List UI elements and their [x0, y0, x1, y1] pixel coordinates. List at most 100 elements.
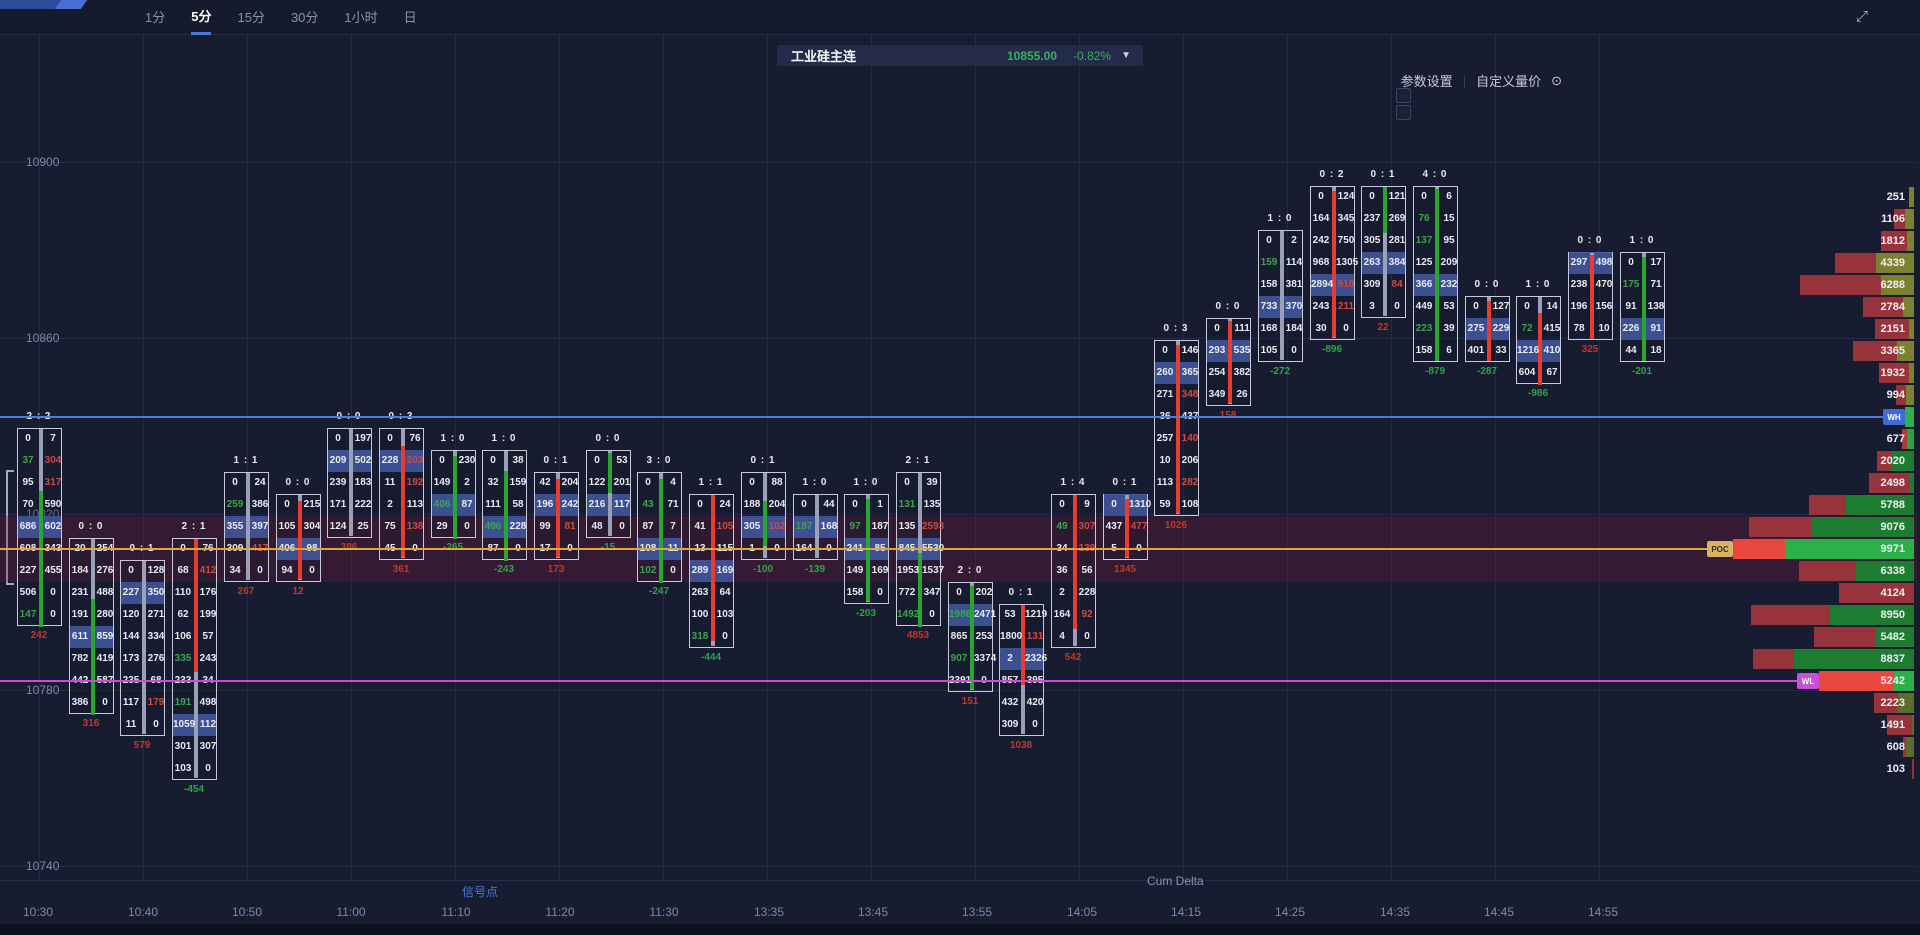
ask-volume: 204 [768, 498, 786, 510]
footprint-candle[interactable]: 422041962429981170 [534, 472, 579, 560]
candle-delta: -986 [1527, 388, 1548, 399]
volume-profile-value: 8950 [1880, 609, 1905, 621]
tab-1小时[interactable]: 1小时 [344, 10, 378, 25]
custom-volume-price-button[interactable]: 自定义量价 [1476, 74, 1542, 89]
volume-profile-buy-bar [1793, 649, 1914, 669]
volume-profile-sell-bar [1835, 253, 1877, 273]
price-path-segment [1331, 191, 1336, 337]
footprint-candle[interactable]: 0 121 237 269 305 281 263 384 309 84 3 0 [1361, 186, 1406, 318]
footprint-candle[interactable]: 044371877108111020 [637, 472, 682, 583]
footprint-row: 223 39 [1414, 318, 1457, 340]
candle-delta: 1038 [1009, 740, 1033, 751]
footprint-candle[interactable]: 024259386355397309417340 [224, 472, 269, 582]
time-axis-label: 14:35 [1379, 905, 1411, 919]
imbalance-ratio: 0 : 1 [1008, 587, 1034, 598]
footprint-row: 113 282 [1155, 472, 1198, 494]
bid-volume: 158 [846, 586, 864, 598]
footprint-candle[interactable]: 0 14 72 415 1216 410 604 67 [1516, 296, 1561, 385]
gridline-horizontal [0, 162, 1917, 163]
ask-volume: 71 [667, 498, 679, 510]
bid-volume: 227 [122, 586, 140, 598]
footprint-candle[interactable]: 0 111 293 535 254 382 349 26 [1206, 318, 1251, 406]
footprint-candle[interactable]: 0441871681640 [793, 494, 838, 560]
ask-volume: 44 [823, 498, 835, 510]
imbalance-ratio: 4 : 0 [1422, 169, 1448, 180]
footprint-candle[interactable]: 0737304953177059068660260834322745550601… [17, 428, 62, 627]
bid-volume: 0 [1059, 498, 1065, 510]
bid-volume: 147 [19, 608, 37, 620]
ask-volume: 204 [561, 476, 579, 488]
footprint-row: 44 18 [1621, 340, 1664, 362]
param-settings-button[interactable]: 参数设置 [1400, 74, 1453, 89]
bid-volume: 117 [122, 696, 140, 708]
footprint-row: 449 53 [1414, 296, 1457, 318]
footprint-row: 149 2 [432, 472, 475, 494]
imbalance-ratio: 0 : 0 [1577, 235, 1603, 246]
footprint-candle[interactable]: 0 6 76 15 137 95 125 209 366 232 449 53 223 39 158 6 [1413, 186, 1458, 362]
bid-volume: 94 [281, 564, 293, 576]
tab-5分[interactable]: 5分 [191, 0, 212, 35]
wh-badge: WH [1883, 409, 1905, 425]
cum-delta-label[interactable]: Cum Delta [1147, 874, 1204, 888]
instrument-selector[interactable]: 工业硅主连 10855.00 -0.82% ▼ [777, 45, 1143, 66]
footprint-row: 437 477 [1104, 516, 1148, 538]
candle-delta: 325 [1581, 344, 1599, 355]
footprint-candle[interactable]: 0 197 209 502 239 183 171 222 124 25 [327, 428, 372, 538]
bid-volume: 137 [1415, 234, 1433, 246]
target-icon[interactable]: ⊙ [1551, 72, 1562, 88]
price-path-segment [1227, 321, 1232, 403]
footprint-candle[interactable]: 0244110513115289169263641001033180 [689, 494, 734, 648]
footprint-candle[interactable]: 0 53 122 201 216 117 48 0 [586, 450, 631, 538]
ask-volume: 0 [102, 696, 108, 708]
footprint-candle[interactable]: 021510530440698940 [276, 494, 321, 582]
time-axis-label: 10:30 [22, 905, 54, 919]
volume-profile-buy-bar [1856, 561, 1914, 581]
footprint-candle[interactable]: 0 17 175 71 91 138 226 91 44 18 [1620, 252, 1665, 362]
tab-1分[interactable]: 1分 [145, 10, 166, 25]
footprint-candle[interactable]: 0383215911158496228870 [482, 450, 527, 561]
footprint-candle[interactable]: 2025418427623148819128061185978241944258… [69, 538, 114, 715]
footprint-candle[interactable]: 5312191800131223268573954324203090 [999, 604, 1047, 736]
footprint-candle[interactable]: 0 127 275 229 401 33 [1465, 296, 1510, 362]
footprint-candle[interactable]: 0128227350120271144334173276235681171791… [120, 560, 165, 736]
footprint-candle[interactable]: 0766841211017662199106573352432333419149… [172, 538, 217, 780]
time-axis-label: 11:00 [336, 905, 366, 919]
footprint-candle[interactable]: 07622820311192211375138450 [379, 428, 424, 560]
footprint-row: 173 276 [121, 648, 165, 670]
panel-help-button[interactable] [1396, 105, 1411, 120]
bid-volume: 120 [122, 608, 140, 620]
footprint-row: 95 317 [18, 472, 61, 494]
signal-point-label[interactable]: 信号点 [462, 885, 499, 899]
volume-profile-value: 2020 [1880, 455, 1905, 467]
ask-volume: 15 [1443, 212, 1455, 224]
volume-profile-value: 677 [1886, 433, 1905, 445]
bid-volume: 173 [122, 652, 140, 664]
footprint-candle[interactable]: 297 498 238 470 196 156 78 10 [1568, 251, 1613, 340]
collapse-icon[interactable]: ⤢ [1855, 8, 1868, 25]
footprint-row-highlight: 1986 2471 [949, 603, 996, 626]
bid-volume: 437 [1105, 520, 1123, 532]
footprint-candle[interactable]: 094930734139365622281649240 [1051, 494, 1096, 648]
footprint-candle[interactable]: 0 124 164 345 242 750 968 1305 2894 910 243 211 30 0 [1310, 186, 1358, 340]
panel-collapse-button[interactable] [1396, 88, 1411, 103]
ask-volume: 253 [975, 630, 993, 642]
price-path-line [814, 495, 819, 558]
footprint-candle[interactable]: 0146260365271348364372571401020611328259… [1154, 340, 1199, 516]
bid-volume: 604 [1518, 366, 1536, 378]
footprint-candle[interactable]: 020219862471865253907337423910 [948, 582, 996, 692]
ask-volume: 71 [1650, 278, 1662, 290]
footprint-candle[interactable]: 08818820430510210 [741, 472, 786, 560]
ask-volume: 1310 [1129, 498, 1152, 510]
time-axis-label: 14:25 [1274, 905, 1306, 919]
ask-volume: 215 [303, 498, 321, 510]
footprint-candle[interactable]: 0 2 159 114 158 381 733 370 168 184 105 0 [1258, 230, 1303, 362]
imbalance-ratio: 0 : 1 [543, 455, 569, 466]
price-path-segment [969, 586, 974, 689]
tab-15分[interactable]: 15分 [237, 10, 265, 25]
footprint-row: 41 105 [690, 516, 733, 538]
footprint-candle[interactable]: 0 230 149 2 406 87 29 0 [431, 450, 476, 539]
ask-volume: 24 [254, 476, 266, 488]
footprint-row: 386 0 [70, 692, 113, 714]
tab-日[interactable]: 日 [403, 10, 417, 25]
tab-30分[interactable]: 30分 [290, 10, 319, 25]
